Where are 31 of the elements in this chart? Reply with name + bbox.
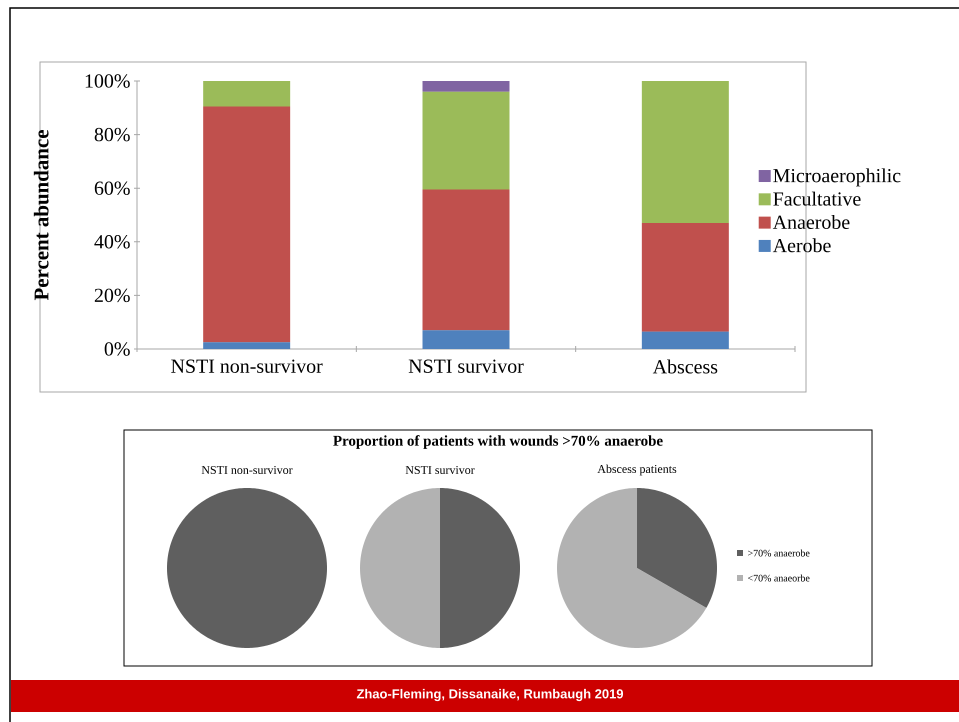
legend-label: <70% anaeorbe [748,574,810,582]
text: Zhao-Fleming, Dissanaike, Rumbaugh 2019 [356,688,624,702]
bar [642,332,729,349]
bar [203,80,290,106]
chart-subtitle: Abscess patients [597,464,676,476]
legend-label: >70% anaerobe [748,549,810,557]
legend-label: Aerobe [772,238,831,252]
bar [422,330,510,349]
bar [642,80,729,224]
legend-label: Facultative [773,192,861,206]
legend-label: Anaerobe [772,214,850,229]
y-tick-label: 60% [94,181,130,195]
y-tick-label: 20% [94,288,130,302]
chart-title: Proportion of patients with wounds >70% anaerobe [333,435,663,449]
y-tick-label: 40% [94,235,130,249]
y-axis-title: Percent abundance [34,130,49,300]
y-tick-label: 100% [86,74,130,88]
x-tick-label: NSTI non-survivor [171,360,323,373]
bar [422,190,510,330]
chart-subtitle: NSTI non-survivor [202,466,293,474]
x-tick-label: NSTI survivor [408,360,524,373]
bar [642,223,729,332]
bar [422,80,510,92]
y-tick-label: 80% [94,128,130,142]
y-tick-label: 0% [104,342,130,356]
legend-label: Microaerophilic [773,168,900,186]
bar [203,342,290,349]
bar [422,92,510,190]
chart-subtitle: NSTI survivor [406,466,475,474]
bar [203,106,290,342]
x-tick-label: Abscess [652,360,718,374]
